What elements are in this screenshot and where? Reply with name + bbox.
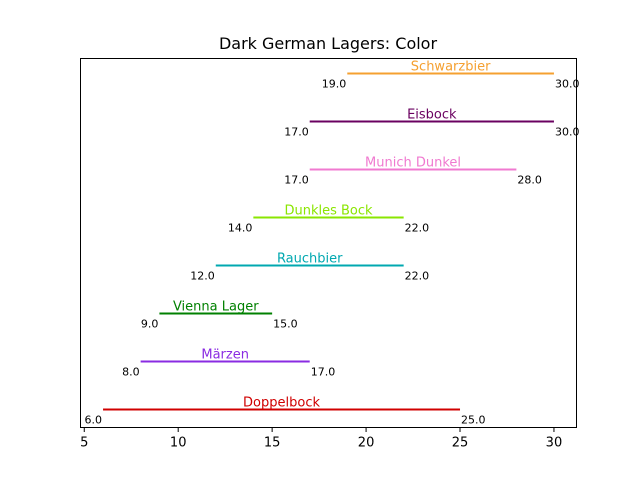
range-low-label: 19.0 [322, 78, 347, 91]
chart-title: Dark German Lagers: Color [219, 34, 438, 53]
range-low-label: 6.0 [85, 414, 103, 427]
x-tick-label: 30 [546, 436, 563, 451]
range-low-label: 14.0 [228, 222, 253, 235]
range-low-label: 9.0 [141, 318, 159, 331]
range-high-label: 30.0 [555, 78, 580, 91]
range-label: Rauchbier [277, 252, 343, 267]
x-tick-label: 20 [358, 436, 375, 451]
range-low-label: 8.0 [122, 366, 140, 379]
range-high-label: 17.0 [311, 366, 336, 379]
x-tick-label: 5 [80, 436, 88, 451]
x-tick-label: 15 [264, 436, 281, 451]
range-label: Eisbock [407, 108, 457, 123]
range-label: Schwarzbier [411, 60, 491, 75]
x-tick-label: 25 [452, 436, 469, 451]
x-tick-label: 10 [170, 436, 187, 451]
range-low-label: 12.0 [190, 270, 215, 283]
range-low-label: 17.0 [284, 174, 309, 187]
range-label: Vienna Lager [173, 300, 259, 315]
range-high-label: 22.0 [405, 270, 430, 283]
range-label: Dunkles Bock [284, 204, 373, 219]
range-label: Märzen [201, 348, 249, 363]
plot-frame [80, 58, 577, 428]
range-label: Doppelbock [243, 396, 320, 411]
range-label: Munich Dunkel [365, 156, 461, 171]
range-high-label: 28.0 [517, 174, 542, 187]
range-high-label: 25.0 [461, 414, 486, 427]
range-high-label: 15.0 [273, 318, 298, 331]
range-low-label: 17.0 [284, 126, 309, 139]
range-high-label: 30.0 [555, 126, 580, 139]
range-high-label: 22.0 [405, 222, 430, 235]
